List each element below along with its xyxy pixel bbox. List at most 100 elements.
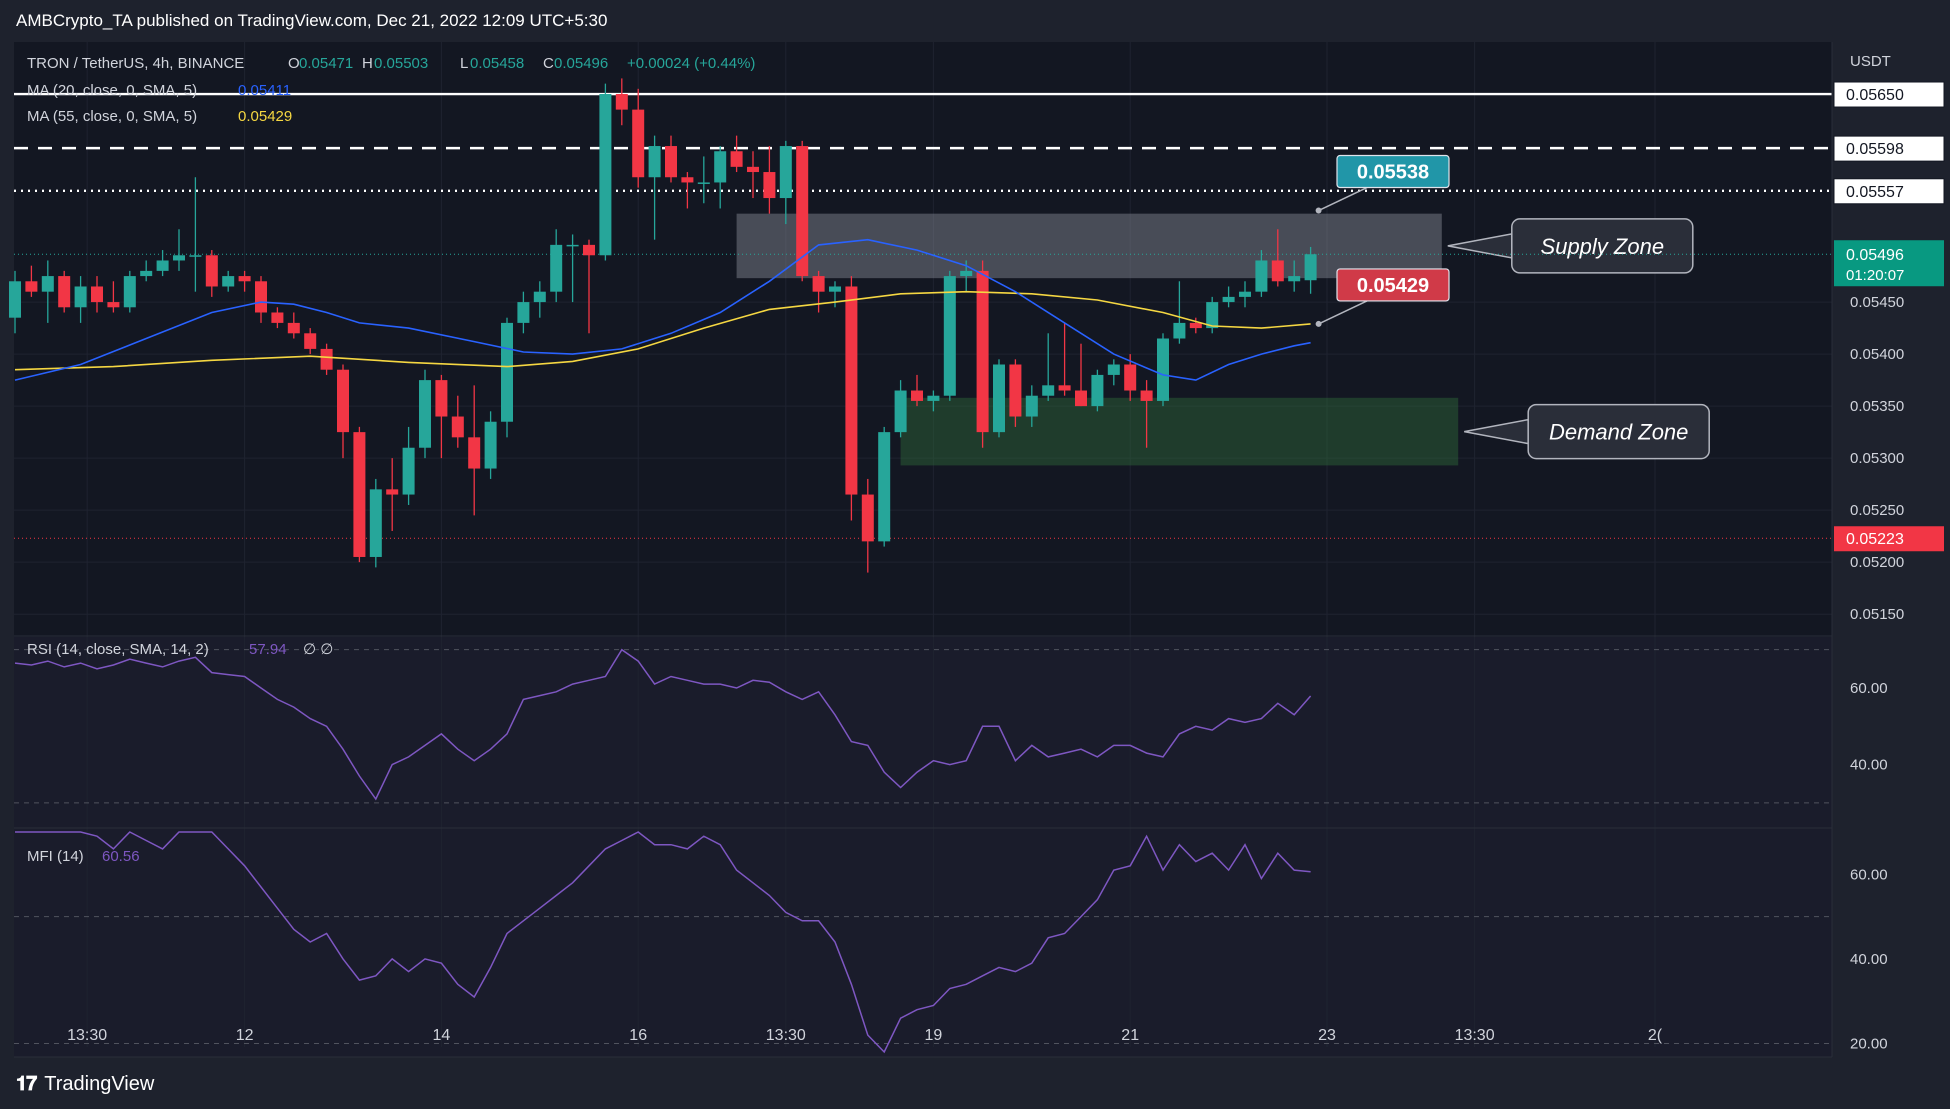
- legend-mfi-label: MFI (14): [27, 848, 84, 865]
- callout-box: [1336, 268, 1450, 302]
- candle-body: [1124, 364, 1137, 391]
- callout-pointer: [1318, 300, 1368, 325]
- level-price-label: 0.05557: [1846, 184, 1904, 201]
- time-tick-label: 23: [1318, 1027, 1336, 1044]
- candle-body: [435, 380, 448, 417]
- candle-body: [1304, 254, 1317, 281]
- time-tick-label: 12: [236, 1027, 254, 1044]
- legend-ma55-label: MA (55, close, 0, SMA, 5): [27, 108, 197, 125]
- callout-anchor: [1315, 320, 1322, 327]
- candle-body: [74, 286, 87, 308]
- candle-body: [517, 302, 530, 323]
- candle-body: [468, 437, 481, 469]
- candle-body: [156, 260, 169, 271]
- candle-body: [419, 380, 431, 448]
- level-price-tag: [1833, 135, 1945, 162]
- candle-body: [566, 244, 579, 247]
- legend-ma55-value: 0.05429: [238, 108, 292, 125]
- chart-area[interactable]: Supply Zone Demand Zone 0.05650 0.05598 0.0…: [0, 42, 1950, 1059]
- candle-body: [304, 333, 317, 349]
- candle-body: [960, 270, 973, 277]
- candle-body: [845, 286, 858, 495]
- callout-label: 0.05538: [1357, 162, 1429, 184]
- candle-body: [320, 348, 333, 370]
- legend-rsi-extra: ∅ ∅: [303, 641, 333, 658]
- candle-body: [1239, 291, 1251, 297]
- candle-body: [615, 94, 628, 110]
- candle-body: [1058, 385, 1071, 391]
- zone-label-box: [1511, 218, 1694, 274]
- candle-body: [271, 312, 284, 323]
- candle-body: [681, 177, 694, 183]
- time-tick-label: 2(: [1648, 1027, 1663, 1044]
- legend-open-label: O: [288, 55, 300, 72]
- candle-body: [993, 364, 1005, 433]
- candle-body: [927, 395, 940, 401]
- candle-body: [697, 182, 710, 184]
- current-price-tag: [1834, 240, 1944, 287]
- candle-body: [550, 244, 563, 292]
- candle-body: [173, 255, 185, 261]
- publish-line: AMBCrypto_TA published on TradingView.co…: [16, 11, 608, 30]
- legend-low-value: 0.05458: [470, 55, 524, 72]
- price-tick-label: 0.05200: [1850, 554, 1904, 571]
- level-price-tag: [1833, 81, 1945, 108]
- candle-body: [599, 94, 612, 256]
- candle-body: [763, 172, 776, 199]
- candle-body: [402, 447, 415, 495]
- price-tick-label: 0.05350: [1850, 398, 1904, 415]
- candle-body: [484, 421, 497, 469]
- low-price-tag: [1834, 526, 1944, 552]
- legend-rsi-label: RSI (14, close, SMA, 14, 2): [27, 641, 209, 658]
- candle-body: [1157, 338, 1169, 401]
- candle-body: [632, 109, 645, 178]
- candle-body: [533, 291, 546, 303]
- legend-close-value: 0.05496: [554, 55, 608, 72]
- candle-body: [878, 432, 891, 542]
- candle-body: [287, 322, 300, 334]
- candle-body: [222, 276, 235, 287]
- candle-body: [451, 416, 464, 438]
- legend-ma20-value: 0.05411: [238, 82, 291, 99]
- legend-open-value: 0.05471: [299, 55, 353, 72]
- candle-body: [1107, 364, 1120, 375]
- candle-body: [189, 255, 202, 257]
- tradingview-brand[interactable]: 𝟏𝟕 TradingView: [16, 1073, 154, 1096]
- mfi-line: [15, 831, 1311, 1054]
- rsi-line: [14, 648, 1312, 801]
- candle-body: [386, 489, 399, 495]
- price-tick-label: 0.05300: [1850, 450, 1904, 467]
- candle-body: [255, 281, 267, 313]
- mfi-tick-label: 20.00: [1850, 1036, 1888, 1053]
- zone-rect: [736, 213, 1442, 279]
- legend-change: +0.00024 (+0.44%): [627, 55, 755, 72]
- footer: 𝟏𝟕 TradingView: [0, 1059, 1950, 1109]
- legend-close-label: C: [543, 55, 554, 72]
- callout-pointer: [1318, 186, 1368, 212]
- ma55-line: [14, 290, 1311, 371]
- price-tick-label: 0.05250: [1850, 502, 1904, 519]
- legend-high-value: 0.05503: [374, 55, 428, 72]
- candle-body: [648, 146, 661, 178]
- candle-body: [779, 146, 792, 199]
- candle-body: [730, 151, 743, 167]
- candle-body: [41, 276, 54, 292]
- candle-body: [1255, 260, 1268, 292]
- candle-countdown: 01:20:07: [1846, 267, 1904, 284]
- zone-label: Demand Zone: [1549, 420, 1688, 445]
- candle-body: [1025, 395, 1038, 417]
- candle-body: [1042, 385, 1055, 396]
- candle-body: [943, 276, 956, 396]
- publish-header: AMBCrypto_TA published on TradingView.co…: [0, 0, 1950, 42]
- mfi-tick-label: 40.00: [1850, 951, 1888, 968]
- zone-label-box: [1527, 403, 1710, 460]
- rsi-tick-label: 40.00: [1850, 757, 1888, 774]
- price-tick-label: 0.05450: [1850, 294, 1904, 311]
- candle-body: [123, 276, 136, 308]
- candle-body: [1091, 374, 1104, 407]
- callout-label: 0.05429: [1357, 275, 1429, 297]
- mfi-tick-label: 60.00: [1850, 866, 1888, 883]
- time-tick-label: 13:30: [1455, 1027, 1495, 1044]
- candle-body: [501, 322, 513, 422]
- candle-body: [369, 489, 382, 557]
